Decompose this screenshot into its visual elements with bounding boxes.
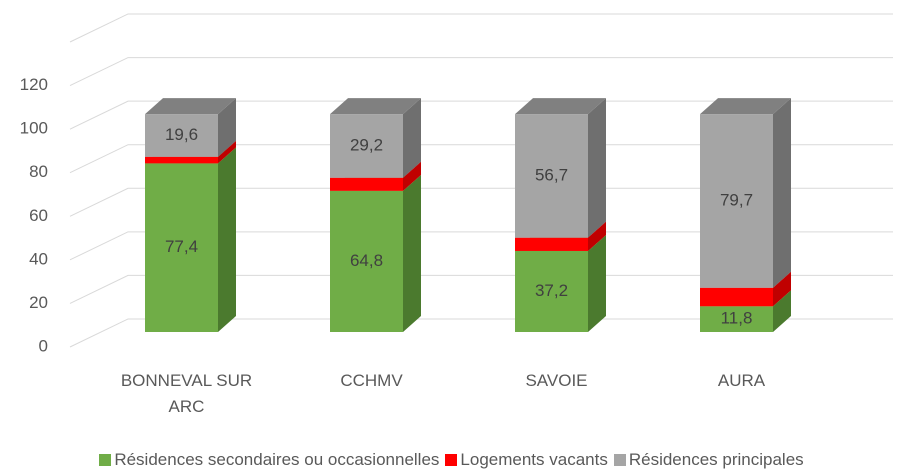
x-tick-label: AURA: [717, 371, 766, 390]
bar-front: [330, 114, 403, 178]
bar-side: [773, 98, 791, 288]
data-label: 11,8: [721, 309, 753, 328]
legend-label: Résidences principales: [628, 450, 804, 469]
legend-item: Résidences secondaires ou occasionnelles: [99, 450, 439, 470]
grid-line: [69, 231, 893, 261]
y-tick-label: 20: [29, 293, 48, 312]
bar-side: [218, 140, 236, 164]
bar-top: [700, 98, 791, 115]
bar-segment: [330, 174, 421, 332]
bar-side: [403, 98, 421, 178]
bar-top: [330, 98, 421, 115]
bar-segment: [145, 98, 236, 157]
bar-front: [700, 287, 773, 307]
y-tick-label: 100: [20, 119, 48, 138]
legend-item: Logements vacants: [445, 450, 608, 470]
bar-side: [773, 271, 791, 307]
grid-line: [69, 144, 893, 174]
bar-side: [588, 98, 606, 238]
bar-front: [515, 237, 588, 251]
bar-segment: [700, 98, 791, 288]
y-tick-label: 40: [29, 249, 48, 268]
bar-side: [403, 174, 421, 332]
legend-label: Résidences secondaires ou occasionnelles: [114, 450, 440, 469]
data-label: 19,6: [165, 125, 198, 144]
bar-front: [145, 156, 218, 164]
data-label: 29,2: [350, 135, 383, 154]
x-tick-label: BONNEVAL SUR ARC: [120, 371, 253, 416]
bar-front: [515, 114, 588, 238]
plot: 0 20 40 60 80 100 120 77,4 19,6 64,8 29,2 37,2 56,7 1…: [20, 13, 893, 355]
y-tick-label: 120: [20, 75, 48, 94]
data-label: 79,7: [720, 190, 753, 209]
y-tick-label: 80: [29, 162, 48, 181]
legend-swatch: [445, 454, 458, 466]
bar-front: [145, 114, 218, 157]
bar-top: [145, 98, 236, 115]
legend-swatch: [99, 454, 112, 466]
legend-swatch: [613, 454, 626, 466]
data-label: 77,4: [165, 237, 198, 256]
bar-front: [700, 114, 773, 288]
grid-line: [69, 13, 893, 43]
y-tick-label: 0: [39, 336, 48, 355]
legend: Résidences secondaires ou occasionnelles…: [0, 450, 903, 470]
bar-front: [145, 163, 218, 332]
grid-line: [69, 57, 893, 87]
y-tick-label: 60: [29, 206, 48, 225]
bar-top: [515, 98, 606, 115]
grid-line: [69, 187, 893, 217]
bar-side: [773, 290, 791, 332]
bar-side: [588, 234, 606, 332]
bar-front: [700, 306, 773, 332]
data-label: 56,7: [535, 165, 568, 184]
bar-front: [515, 250, 588, 332]
bar-side: [588, 221, 606, 251]
x-tick-label: CCHMV: [340, 371, 403, 390]
grid-line: [69, 274, 893, 304]
bar-side: [218, 98, 236, 157]
bar-segment: [515, 98, 606, 238]
bar-front: [330, 190, 403, 332]
grid-line: [69, 100, 893, 130]
bar-front: [330, 177, 403, 191]
legend-label: Logements vacants: [460, 450, 608, 469]
bar-side: [218, 147, 236, 332]
data-label: 37,2: [535, 281, 568, 300]
data-label: 64,8: [350, 251, 383, 270]
legend-item: Résidences principales: [613, 450, 804, 470]
bar-segment: [330, 98, 421, 178]
x-tick-label: SAVOIE: [525, 371, 588, 390]
grid-line: [69, 318, 893, 348]
bar-side: [403, 161, 421, 191]
